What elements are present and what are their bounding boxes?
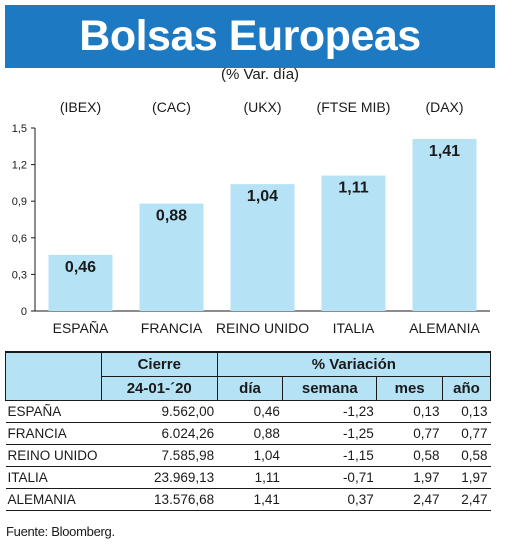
bar-4 <box>321 175 386 311</box>
bar-2 <box>139 203 204 311</box>
bar-value-label: 1,04 <box>247 188 278 205</box>
category-label: ESPAÑA <box>53 320 109 336</box>
row-semana: -1,15 <box>282 444 377 467</box>
title-banner: Bolsas Europeas <box>5 5 495 68</box>
y-tick-label: 1,5 <box>12 123 27 135</box>
category-label: FRANCIA <box>141 320 203 336</box>
index-label: (IBEX) <box>60 99 101 115</box>
table-row: ITALIA 23.969,13 1,11 -0,71 1,97 1,97 <box>5 466 491 489</box>
table-row: FRANCIA 6.024,26 0,88 -1,25 0,77 0,77 <box>5 422 491 445</box>
row-anio: 2,47 <box>442 488 491 511</box>
row-anio: 0,13 <box>442 400 491 423</box>
row-mes: 0,13 <box>376 400 443 423</box>
table-header-date: 24-01-´20 <box>100 376 218 401</box>
table-header-mes: mes <box>376 376 444 401</box>
y-tick-label: 0,9 <box>12 196 27 208</box>
table-column-header-row: 24-01-´20 día semana mes año <box>6 376 491 401</box>
row-semana: -0,71 <box>282 466 377 489</box>
table-group-header-row: Cierre % Variación <box>5 351 492 401</box>
row-name: FRANCIA <box>5 422 102 445</box>
row-name: ITALIA <box>5 466 102 489</box>
bar-1 <box>48 254 113 311</box>
row-name: REINO UNIDO <box>5 444 102 467</box>
row-name: ALEMANIA <box>5 488 102 511</box>
table-header-variacion: % Variación <box>216 351 492 377</box>
row-cierre: 7.585,98 <box>101 444 218 467</box>
bar-value-label: 1,41 <box>429 143 460 160</box>
index-label: (DAX) <box>425 99 463 115</box>
row-dia: 0,46 <box>217 400 283 423</box>
row-anio: 1,97 <box>442 466 491 489</box>
index-label: (UKX) <box>243 99 281 115</box>
row-name: ESPAÑA <box>5 400 102 423</box>
index-label: (CAC) <box>152 99 191 115</box>
row-cierre: 23.969,13 <box>101 466 218 489</box>
category-label: ITALIA <box>333 320 375 336</box>
bar-3 <box>230 184 295 311</box>
bar-value-label: 1,11 <box>338 180 368 197</box>
chart-subtitle: (% Var. día) <box>220 66 300 83</box>
table-header-semana: semana <box>282 376 378 401</box>
row-dia: 1,41 <box>217 488 283 511</box>
row-mes: 1,97 <box>376 466 443 489</box>
bar-value-label: 0,46 <box>65 259 96 276</box>
bar-chart: 0 0,3 0,6 0,9 1,2 1,5 0,46 (IBEX) ESPAÑA 0,88 (CAC… <box>12 99 490 336</box>
category-label: REINO UNIDO <box>216 320 309 336</box>
y-tick-label: 0 <box>21 306 27 318</box>
y-tick-label: 0,3 <box>12 269 27 281</box>
table-header-blank <box>5 351 102 401</box>
row-anio: 0,58 <box>442 444 491 467</box>
row-semana: -1,23 <box>282 400 377 423</box>
source-note: Fuente: Bloomberg. <box>6 524 115 539</box>
row-mes: 2,47 <box>376 488 443 511</box>
row-dia: 1,11 <box>217 466 283 489</box>
bar-value-label: 0,88 <box>156 208 187 225</box>
table-row: ESPAÑA 9.562,00 0,46 -1,23 0,13 0,13 <box>5 400 491 423</box>
table-row: ALEMANIA 13.576,68 1,41 0,37 2,47 2,47 <box>5 488 491 511</box>
row-mes: 0,58 <box>376 444 443 467</box>
y-tick-label: 0,6 <box>12 233 27 245</box>
table-header-cierre: Cierre <box>100 351 218 377</box>
row-semana: 0,37 <box>282 488 377 511</box>
quotes-table: Cierre % Variación 24-01-´20 día semana … <box>5 351 492 511</box>
category-label: ALEMANIA <box>409 320 480 336</box>
row-cierre: 13.576,68 <box>101 488 218 511</box>
bar-5 <box>412 138 477 311</box>
row-semana: -1,25 <box>282 422 377 445</box>
row-dia: 0,88 <box>217 422 283 445</box>
row-cierre: 6.024,26 <box>101 422 218 445</box>
y-tick-label: 1,2 <box>12 160 27 172</box>
row-cierre: 9.562,00 <box>101 400 218 423</box>
table-row: REINO UNIDO 7.585,98 1,04 -1,15 0,58 0,5… <box>5 444 491 467</box>
row-dia: 1,04 <box>217 444 283 467</box>
table-header-anio: año <box>442 376 491 401</box>
row-mes: 0,77 <box>376 422 443 445</box>
row-anio: 0,77 <box>442 422 491 445</box>
index-label: (FTSE MIB) <box>317 99 391 115</box>
table-header-dia: día <box>216 376 284 401</box>
chart-title: Bolsas Europeas <box>79 12 421 60</box>
